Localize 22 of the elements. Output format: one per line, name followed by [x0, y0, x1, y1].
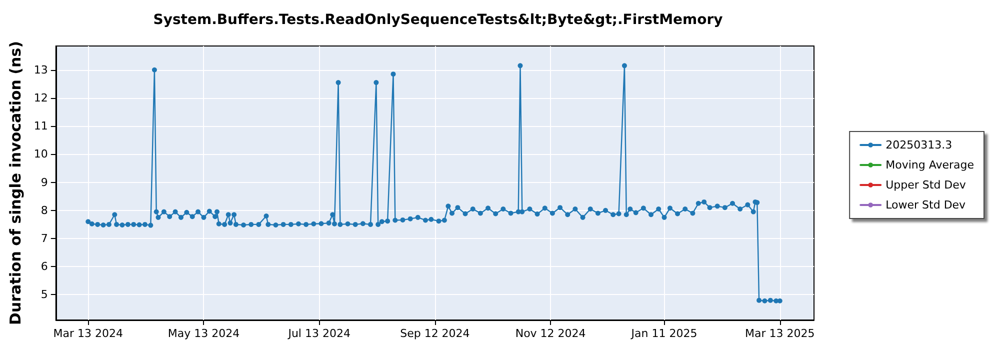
- y-tick-label: 5: [40, 288, 48, 302]
- y-tick-label: 8: [40, 204, 48, 217]
- y-tick-label: 11: [34, 120, 48, 133]
- x-tick-label: Mar 13 2024: [53, 327, 123, 340]
- y-tick-label: 6: [40, 260, 48, 274]
- legend-label: Moving Average: [886, 158, 974, 172]
- y-tick-label: 12: [34, 91, 48, 104]
- x-tick-label: Sep 12 2024: [400, 327, 470, 340]
- x-tick-label: Mar 13 2025: [745, 327, 815, 340]
- x-tick-label: Jan 11 2025: [630, 327, 698, 340]
- y-tick-label: 7: [40, 232, 48, 246]
- y-tick-label: 13: [34, 63, 48, 76]
- y-tick-label: 9: [40, 176, 48, 189]
- x-tick-label: Nov 12 2024: [515, 327, 586, 340]
- legend-label: Lower Std Dev: [886, 198, 966, 212]
- x-tick-label: Jul 13 2024: [287, 327, 350, 340]
- chart-title: System.Buffers.Tests.ReadOnlySequenceTests&lt;Byte&gt;.FirstMemory: [153, 12, 723, 28]
- x-tick-label: May 13 2024: [168, 327, 240, 340]
- legend-label: Upper Std Dev: [886, 178, 966, 192]
- y-axis-title: Duration of single invocation (ns): [6, 41, 24, 325]
- legend-label: 20250313.3: [886, 138, 952, 152]
- y-tick-label: 10: [34, 148, 48, 161]
